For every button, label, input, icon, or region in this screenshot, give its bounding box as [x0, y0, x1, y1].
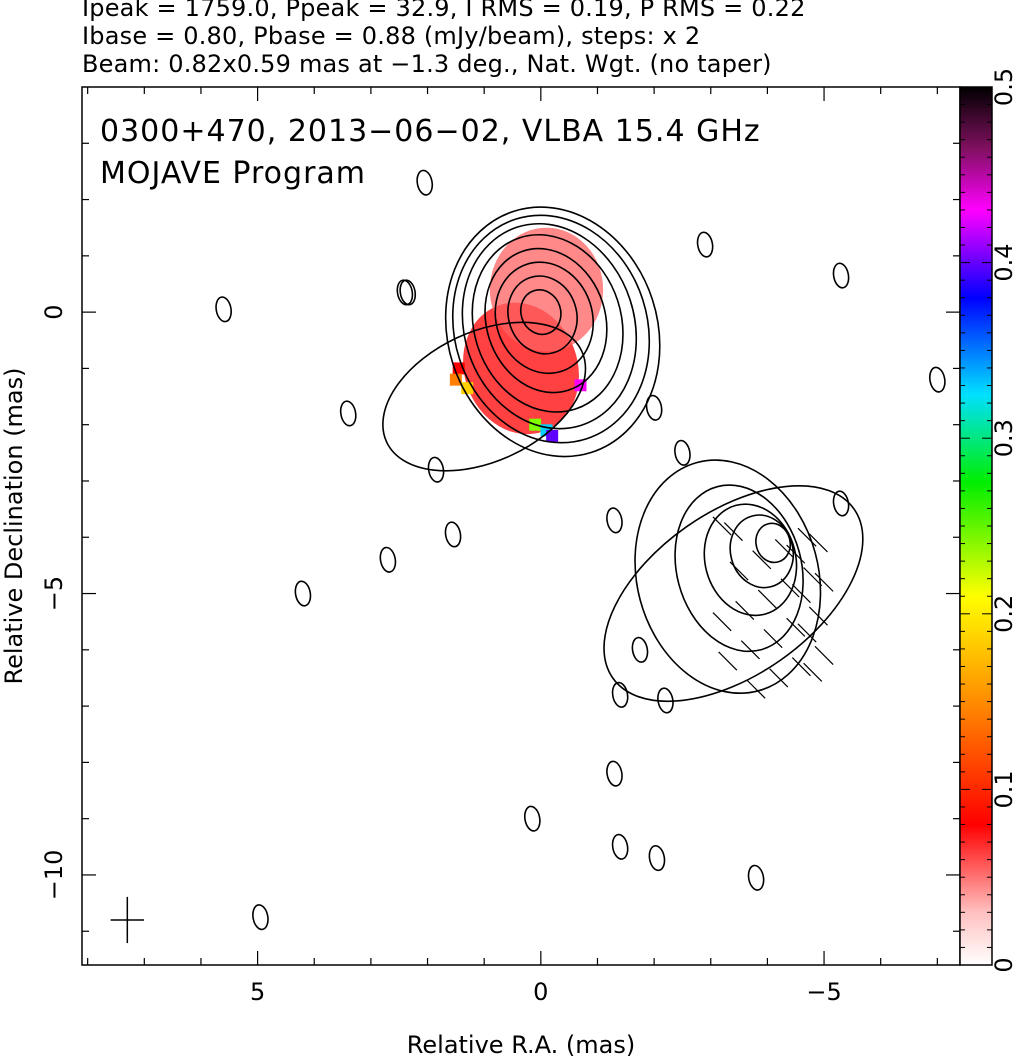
pol-vector — [752, 550, 772, 570]
stats-line-base: Ibase = 0.80, Pbase = 0.88 (mJy/beam), s… — [82, 22, 701, 50]
jet-contour — [703, 503, 798, 617]
noise-contour — [657, 687, 674, 714]
core-contour — [507, 275, 578, 355]
pol-vector — [774, 538, 794, 559]
pol-vector — [757, 589, 777, 609]
noise-contour — [396, 279, 414, 306]
jet-contour — [634, 459, 822, 695]
jet-contour — [674, 484, 804, 653]
pol-pixel-core — [489, 227, 604, 352]
pol-vector — [786, 544, 806, 564]
polarization-pixel-layer — [449, 227, 604, 442]
y-tick-label: 0 — [40, 304, 68, 319]
noise-contour — [444, 521, 462, 548]
noise-contour — [645, 394, 663, 421]
colorbar-label: 0.5 — [990, 68, 1018, 106]
pol-vector — [718, 651, 738, 671]
map-title: 0300+470, 2013−06−02, VLBA 15.4 GHz — [100, 114, 761, 149]
noise-contour — [427, 456, 445, 483]
pol-vector — [735, 600, 755, 620]
stats-line-peak: Ipeak = 1759.0, Ppeak = 32.9, I RMS = 0.… — [82, 0, 806, 22]
axis-ticks — [82, 87, 960, 965]
jet-outer-contour — [603, 485, 864, 703]
pol-vector — [740, 640, 760, 660]
pol-vector — [803, 567, 823, 587]
jet-contour — [755, 522, 792, 564]
core-contour — [494, 261, 595, 375]
pol-vector — [808, 606, 828, 626]
x-tick-labels: 5 0 −5 — [250, 978, 842, 1006]
map-subtitle: MOJAVE Program — [100, 156, 366, 191]
core-contour — [451, 214, 651, 444]
pol-vector — [780, 578, 800, 598]
pol-vector — [712, 612, 732, 632]
colorbar-labels: 0 0.1 0.2 0.3 0.4 0.5 — [990, 68, 1018, 973]
y-tick-label: −10 — [40, 850, 68, 901]
pol-vector — [791, 584, 811, 604]
colorbar-ticks — [960, 86, 992, 966]
noise-contour — [215, 296, 232, 323]
pol-vector — [712, 516, 732, 536]
noise-contour — [631, 636, 649, 663]
pol-vector — [746, 679, 766, 699]
noise-contour — [674, 439, 691, 466]
pol-pixel — [449, 373, 462, 386]
noise-contour — [696, 231, 714, 258]
polarization-vectors — [712, 516, 834, 699]
noise-contour — [832, 262, 850, 289]
y-tick-label: −5 — [40, 576, 68, 611]
noise-contour — [606, 760, 623, 787]
pol-vector — [797, 527, 817, 547]
pol-vector — [791, 657, 811, 677]
pol-pixel — [546, 429, 559, 442]
noise-contour — [294, 580, 312, 607]
pol-vector — [769, 668, 789, 688]
pol-vector — [814, 572, 834, 592]
x-tick-label: −5 — [806, 978, 841, 1006]
noise-contour — [379, 546, 397, 573]
x-axis-label: Relative R.A. (mas) — [407, 1031, 635, 1059]
intensity-contours — [215, 169, 946, 931]
colorbar-label: 0.3 — [990, 419, 1018, 457]
noise-contour — [416, 169, 434, 196]
pol-vector — [797, 623, 817, 643]
noise-contour — [611, 681, 629, 708]
pol-vector — [723, 522, 743, 542]
beam-cross — [110, 896, 145, 944]
core-extension-contour — [382, 321, 587, 472]
y-axis-label: Relative Declination (mas) — [0, 367, 28, 684]
core-contour — [461, 222, 638, 430]
colorbar-label: 0.2 — [990, 595, 1018, 633]
stats-line-beam: Beam: 0.82x0.59 mas at −1.3 deg., Nat. W… — [82, 50, 772, 78]
colorbar-label: 0.1 — [990, 770, 1018, 808]
core-contour — [519, 289, 562, 336]
core-contour — [471, 233, 624, 413]
x-tick-label: 0 — [533, 978, 548, 1006]
pol-vector — [808, 533, 828, 553]
colorbar-label: 0.4 — [990, 244, 1018, 282]
noise-contour — [648, 845, 666, 872]
noise-contour — [747, 864, 765, 891]
noise-contour — [523, 805, 541, 832]
noise-contour — [339, 400, 357, 427]
plot-frame — [81, 86, 961, 966]
noise-contour — [928, 366, 946, 393]
colorbar-label: 0 — [990, 957, 1018, 972]
pol-vector — [729, 561, 749, 581]
y-tick-labels: 0 −5 −10 — [40, 304, 68, 900]
core-contour — [444, 206, 661, 458]
pol-vector — [786, 617, 806, 637]
noise-contour — [606, 507, 623, 534]
pol-vector — [814, 645, 834, 665]
noise-contour — [611, 833, 629, 860]
jet-contour — [729, 514, 795, 589]
noise-contour — [832, 490, 850, 517]
core-contour — [484, 247, 608, 394]
pol-vector — [763, 629, 783, 649]
pol-vector — [803, 662, 823, 682]
noise-contour — [252, 904, 269, 931]
x-tick-label: 5 — [250, 978, 265, 1006]
